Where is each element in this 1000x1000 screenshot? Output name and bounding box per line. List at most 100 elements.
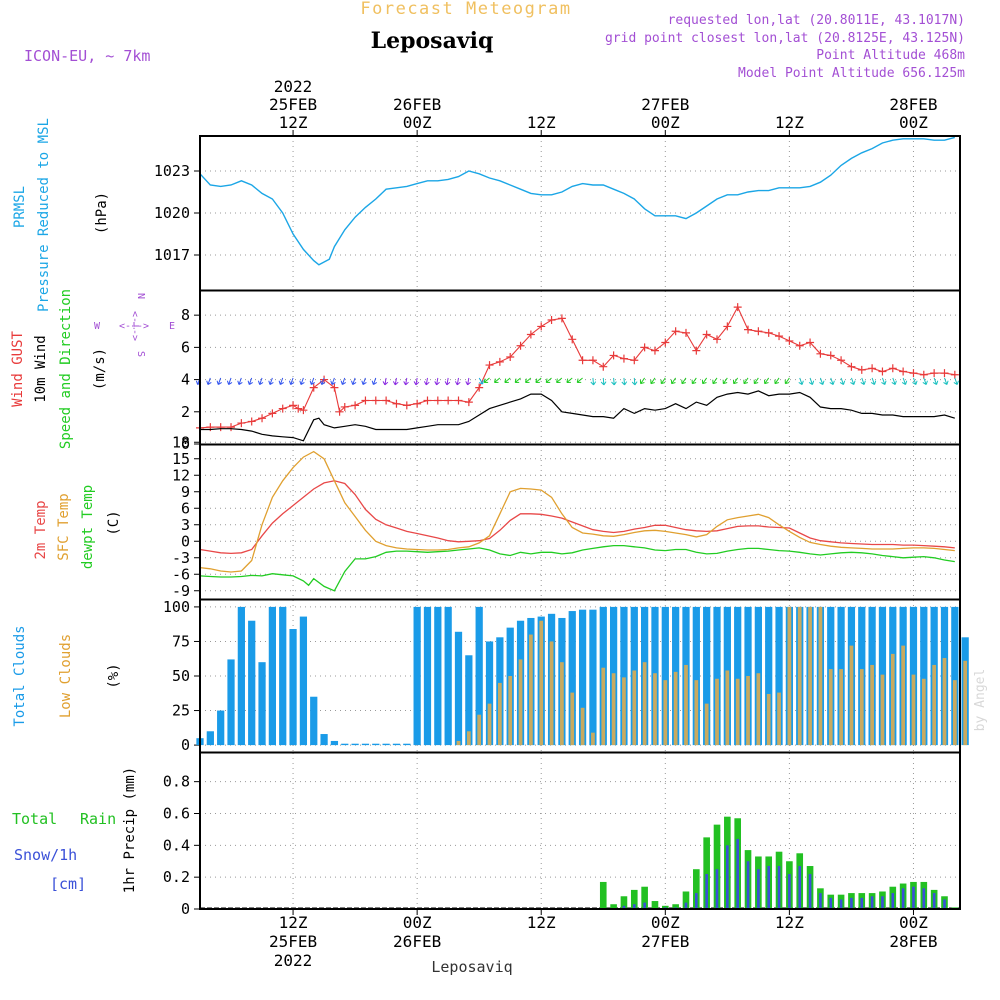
snow-bar — [922, 888, 926, 909]
rain-bar — [599, 881, 607, 909]
time-label-bottom: 26FEB — [393, 932, 441, 951]
gust-marker — [547, 315, 556, 324]
y-tick-label: 12 — [172, 466, 190, 484]
time-label-top: 12Z — [527, 113, 556, 132]
rain-bar — [630, 889, 638, 909]
precip-cm-label: [cm] — [50, 875, 86, 893]
wind-direction-arrow — [535, 377, 542, 383]
total-cloud-bar — [289, 629, 297, 746]
y-tick-label: 0.8 — [163, 773, 190, 791]
snow-bar — [788, 873, 791, 909]
snow-bar — [695, 893, 698, 909]
wind-direction-arrow — [722, 377, 728, 385]
total-cloud-bar — [310, 696, 318, 746]
total-cloud-bar — [382, 743, 390, 746]
wind-direction-arrow — [819, 377, 825, 385]
wind-direction-arrow — [763, 377, 770, 385]
time-label-bottom: 00Z — [899, 913, 928, 932]
compass-arrow-ns: <-!-> — [129, 311, 140, 341]
low-cloud-bar — [622, 677, 626, 746]
time-label-bottom: 00Z — [651, 913, 680, 932]
gust-marker — [309, 383, 318, 392]
low-cloud-bar — [932, 664, 937, 746]
gust-marker — [619, 354, 628, 363]
wind-direction-arrow — [382, 377, 389, 386]
low-cloud-bar — [560, 662, 564, 746]
y-tick-label: 1023 — [154, 162, 190, 180]
low-cloud-bar — [911, 674, 916, 746]
low-cloud-bar — [487, 703, 492, 746]
total-cloud-bar — [279, 606, 287, 746]
low-cloud-bar — [880, 674, 885, 746]
low-cloud-bar — [849, 645, 854, 746]
wind-direction-arrow — [860, 377, 866, 385]
y-tick-label: 4 — [181, 371, 190, 389]
wind-direction-arrow — [631, 377, 638, 386]
wind-direction-arrow — [953, 377, 959, 385]
requested-coords: requested lon,lat (20.8011E, 43.1017N) — [668, 13, 965, 28]
wind-direction-arrow — [257, 377, 264, 385]
rain-bar — [713, 824, 721, 909]
pressure-unit: (hPa) — [94, 192, 110, 234]
snow-bar — [870, 896, 874, 909]
location-title: Leposaviq — [371, 28, 494, 54]
precip-axis-label: 1hr Precip (mm) — [122, 767, 138, 893]
total-cloud-bar — [765, 606, 773, 746]
gust-marker — [268, 409, 277, 418]
time-label-top: 27FEB — [641, 95, 689, 114]
wind-direction-arrow — [444, 377, 451, 386]
low-cloud-bar — [818, 606, 823, 746]
time-label-bottom: 00Z — [403, 913, 432, 932]
precip-snow-label: Snow/1h — [14, 846, 77, 864]
gust-marker — [335, 407, 344, 416]
temp-2m-label: 2m Temp — [33, 500, 49, 559]
wind-direction-arrow — [611, 377, 617, 386]
y-tick-label: 0 — [181, 532, 190, 550]
wind-panel: 0 2 4 6 8 — [181, 303, 959, 453]
model-altitude: Model Point Altitude 656.125m — [738, 66, 965, 81]
low-cloud-bar — [787, 606, 792, 746]
low-cloud-bar — [756, 673, 761, 746]
wind-direction-arrow — [891, 377, 897, 385]
cloud-labels: Total Clouds Low Clouds (%) — [12, 625, 122, 726]
low-cloud-bar — [684, 664, 688, 746]
wind-direction-arrow — [454, 377, 461, 386]
y-tick-label: 9 — [181, 483, 190, 501]
gust-marker — [713, 335, 722, 344]
y-tick-label: 100 — [163, 598, 190, 616]
snow-bar — [715, 869, 719, 909]
gust-marker — [382, 396, 391, 405]
wind-direction-arrow — [483, 377, 490, 383]
gust-marker — [557, 314, 566, 323]
snow-bar — [726, 845, 729, 909]
y-tick-label: 3 — [181, 516, 190, 534]
wind-direction-arrow — [576, 377, 583, 383]
gust-marker — [294, 404, 303, 413]
gust-marker — [402, 401, 411, 410]
total-cloud-bar — [320, 734, 328, 746]
total-cloud-bar — [734, 606, 742, 746]
wind-direction-arrow — [870, 377, 877, 385]
low-cloud-bar — [704, 703, 709, 746]
wind-direction-arrow — [556, 377, 563, 383]
gust-marker — [816, 349, 825, 358]
gust-marker — [888, 364, 897, 373]
time-label-bottom: 12Z — [775, 913, 804, 932]
pressure-panel: 1017 1020 1023 — [154, 136, 955, 266]
gust-marker — [940, 369, 949, 378]
total-cloud-bar — [403, 743, 411, 746]
y-tick-label: 18 — [172, 433, 190, 451]
wind-direction-arrow — [681, 377, 687, 385]
gust-marker — [837, 356, 846, 365]
gust-marker — [506, 353, 515, 362]
low-cloud-bar — [673, 671, 678, 746]
wind-10m-label: 10m Wind — [33, 335, 49, 402]
gust-marker — [578, 356, 587, 365]
low-cloud-bar — [539, 620, 544, 746]
pressure-label-prmsl: PRMSL — [12, 186, 28, 228]
gust-marker — [278, 404, 287, 413]
gust-marker — [930, 369, 939, 378]
temp-2m-line — [199, 480, 955, 555]
precip-rain-label: Rain — [80, 810, 116, 828]
